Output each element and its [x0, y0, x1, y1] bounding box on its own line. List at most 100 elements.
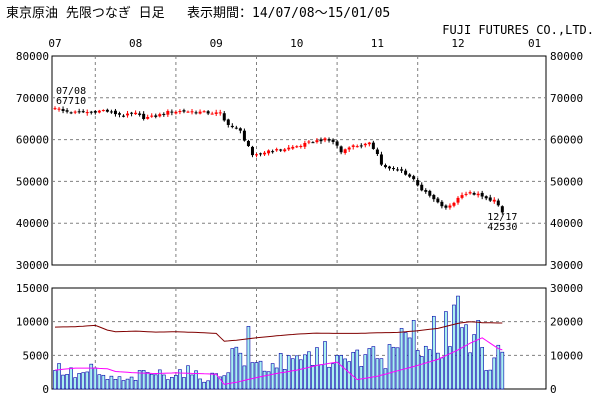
- volume-bar: [198, 378, 202, 390]
- candle-down: [242, 130, 246, 141]
- volume-bar: [262, 370, 267, 390]
- candle-up: [456, 197, 460, 203]
- volume-bar: [387, 344, 392, 390]
- volume-bar: [496, 344, 501, 390]
- volume-bar: [299, 359, 303, 390]
- volume-bar: [488, 369, 493, 390]
- volume-bar: [476, 320, 480, 390]
- candle-up: [190, 111, 194, 113]
- volume-bar: [407, 337, 412, 390]
- candle-up: [295, 146, 299, 148]
- volume-bar: [170, 377, 174, 390]
- volume-bar: [480, 347, 484, 390]
- candle-down: [226, 119, 230, 125]
- volume-bar: [351, 351, 356, 390]
- candle-down: [428, 190, 432, 196]
- annotation-date: 07/08: [56, 86, 86, 97]
- candle-up: [351, 145, 355, 147]
- month-label: 10: [290, 37, 303, 50]
- candle-up: [343, 149, 347, 153]
- candle-down: [130, 112, 134, 114]
- candle-down: [412, 176, 416, 180]
- annotation-value: 42530: [487, 222, 517, 233]
- candle-up: [367, 142, 371, 145]
- month-label: 08: [129, 37, 142, 50]
- volume-bar: [315, 347, 319, 390]
- volume-bar: [125, 378, 130, 390]
- volume-bar: [319, 364, 323, 390]
- volume-frame: [51, 287, 547, 390]
- volume-bar: [274, 367, 279, 390]
- volume-bar: [294, 355, 299, 390]
- candle-up: [315, 140, 319, 143]
- volume-ytick-right: 30000: [550, 282, 583, 295]
- volume-bar: [427, 349, 432, 390]
- candle-down: [222, 113, 226, 121]
- candle-down: [432, 195, 436, 200]
- candle-down: [170, 111, 174, 113]
- volume-bar: [210, 372, 214, 390]
- volume-bar: [286, 355, 291, 390]
- candle-down: [154, 115, 158, 117]
- candle-down: [65, 110, 69, 112]
- candle-down: [440, 201, 444, 207]
- candle-down: [335, 141, 339, 146]
- volume-ytick-left: 0: [42, 383, 49, 396]
- candle-down: [392, 168, 396, 170]
- volume-bar: [121, 380, 126, 390]
- candle-up: [73, 111, 77, 113]
- price-ytick-left: 60000: [16, 134, 49, 147]
- volume-bar: [484, 370, 489, 390]
- candle-up: [214, 112, 218, 114]
- volume-bar: [153, 374, 158, 390]
- volume-bar: [290, 358, 295, 390]
- volume-ytick-right: 20000: [550, 316, 583, 329]
- candle-down: [230, 125, 234, 128]
- candle-up: [291, 146, 295, 149]
- volume-bar: [399, 328, 404, 390]
- volume-bar: [403, 332, 408, 390]
- candle-up: [186, 111, 190, 113]
- price-ytick-right: 40000: [550, 217, 583, 230]
- candle-down: [327, 139, 331, 141]
- candle-down: [105, 109, 109, 112]
- volume-bar: [307, 351, 311, 390]
- candle-up: [287, 147, 291, 150]
- volume-bar: [331, 363, 335, 390]
- volume-bar: [379, 358, 384, 390]
- candle-up: [178, 111, 182, 113]
- candle-up: [134, 112, 138, 115]
- moving-average-line: [54, 337, 503, 385]
- candle-up: [218, 112, 222, 114]
- volume-bar: [456, 295, 460, 390]
- volume-bar: [129, 376, 134, 390]
- volume-bar: [460, 327, 464, 390]
- volume-bar: [375, 358, 380, 390]
- candle-down: [420, 184, 424, 191]
- candle-down: [408, 174, 412, 177]
- candle-up: [210, 113, 214, 115]
- volume-bar: [141, 370, 146, 390]
- volume-bar: [343, 358, 347, 390]
- period-label: 表示期間：14/07/08～15/01/05: [187, 6, 390, 21]
- volume-bar: [230, 348, 235, 390]
- candle-down: [404, 170, 408, 175]
- volume-bar: [339, 355, 343, 390]
- volume-bar: [452, 304, 456, 390]
- candle-up: [476, 193, 480, 196]
- volume-bar: [190, 374, 194, 390]
- volume-bar: [182, 377, 186, 390]
- candle-up: [452, 202, 456, 206]
- candle-up: [460, 195, 464, 198]
- candle-down: [472, 192, 476, 195]
- volume-bar: [57, 363, 61, 390]
- candle-down: [182, 110, 186, 112]
- volume-bar: [234, 346, 239, 390]
- volume-bar: [355, 349, 360, 390]
- candle-down: [416, 180, 420, 186]
- candle-down: [89, 111, 93, 113]
- candle-up: [307, 141, 311, 143]
- volume-bar: [383, 368, 388, 390]
